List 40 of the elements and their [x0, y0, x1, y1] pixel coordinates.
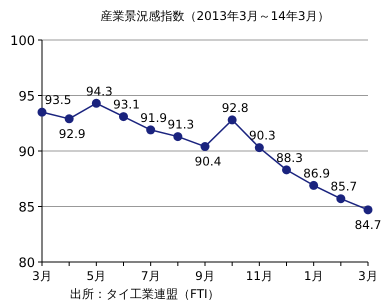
x-tick-label: 9月	[195, 269, 215, 283]
point	[254, 143, 264, 152]
x-tick-label: 3月	[32, 269, 52, 283]
x-tick-label: 11月	[246, 269, 273, 283]
data-label: 90.3	[248, 128, 276, 143]
data-label: 91.3	[167, 118, 194, 132]
point	[173, 132, 182, 142]
data-label: 86.9	[303, 166, 330, 180]
point	[146, 125, 156, 134]
point	[228, 115, 237, 124]
y-tick-label: 95	[18, 90, 35, 104]
data-label: 84.7	[354, 218, 382, 232]
data-label: 88.3	[276, 150, 303, 165]
data-label: 92.9	[58, 126, 86, 141]
x-tick-label: 1月	[304, 269, 324, 283]
data-label: 93.1	[113, 98, 140, 112]
y-tick-label: 85	[18, 200, 35, 216]
y-tick-label: 100	[10, 34, 35, 49]
point	[200, 142, 210, 152]
text: 出所：タイ工業連盟（FTI）	[70, 287, 220, 301]
point	[364, 205, 372, 214]
x-tick-label: 7月	[140, 269, 160, 283]
y-tick-label: 90	[18, 145, 35, 160]
point	[119, 112, 128, 122]
point	[336, 194, 346, 204]
x-tick-label: 3月	[358, 269, 378, 283]
point	[309, 180, 318, 190]
point	[282, 165, 291, 174]
data-label: 91.9	[140, 110, 168, 125]
data-label: 92.8	[222, 100, 249, 115]
data-label: 90.4	[194, 154, 222, 169]
data-label: 85.7	[330, 180, 358, 194]
data-label: 93.5	[44, 93, 72, 108]
chart-title: 産業景況感指数（2013年3月～14年3月）	[100, 9, 330, 23]
point	[92, 98, 101, 108]
data-label: 94.3	[86, 84, 113, 98]
x-tick-label: 5月	[86, 269, 106, 283]
y-tick-label: 80	[18, 256, 35, 271]
point	[64, 114, 74, 124]
point	[38, 108, 46, 117]
